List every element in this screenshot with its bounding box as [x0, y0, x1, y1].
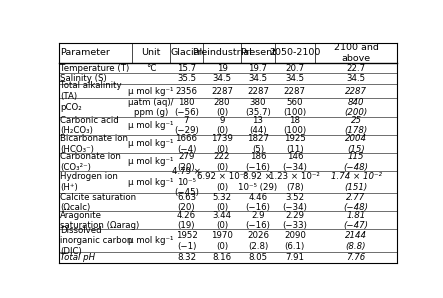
Text: Salinity (S): Salinity (S): [60, 74, 107, 83]
Text: 34.5: 34.5: [285, 74, 304, 83]
Text: Present: Present: [240, 48, 276, 57]
Text: 1.23 × 10⁻²
(78): 1.23 × 10⁻² (78): [269, 172, 320, 192]
Text: μ mol kg⁻¹: μ mol kg⁻¹: [128, 121, 174, 130]
Text: Carbonate ion
(CO₃²⁻): Carbonate ion (CO₃²⁻): [60, 152, 121, 172]
Text: 5.32
(0): 5.32 (0): [212, 193, 232, 212]
Text: Carbonic acid
(H₂CO₃): Carbonic acid (H₂CO₃): [60, 116, 119, 135]
Text: 4.46
(−16): 4.46 (−16): [245, 193, 270, 212]
Text: 22.7: 22.7: [346, 64, 365, 73]
Text: 18
(100): 18 (100): [283, 116, 307, 135]
Text: 7.76: 7.76: [346, 253, 365, 262]
Text: 8.16: 8.16: [212, 253, 232, 262]
Text: μatm (aq)/
ppm (g): μatm (aq)/ ppm (g): [128, 98, 174, 117]
Text: Unit: Unit: [141, 48, 161, 57]
Text: pCO₂: pCO₂: [60, 103, 82, 112]
Text: 6.63
(20): 6.63 (20): [177, 193, 196, 212]
Text: 15.7: 15.7: [177, 64, 196, 73]
Text: 222
(0): 222 (0): [214, 152, 230, 172]
Text: 9
(0): 9 (0): [216, 116, 228, 135]
Text: 2287: 2287: [284, 87, 306, 96]
Text: 180
(−56): 180 (−56): [174, 98, 199, 117]
Text: 1970
(0): 1970 (0): [211, 231, 233, 251]
Text: Parameter: Parameter: [60, 48, 110, 57]
Text: 1666
(−4): 1666 (−4): [175, 134, 198, 153]
Text: 20.7: 20.7: [285, 64, 304, 73]
Text: 34.5: 34.5: [212, 74, 232, 83]
Text: 380
(35.7): 380 (35.7): [245, 98, 271, 117]
Text: μ mol kg⁻¹: μ mol kg⁻¹: [128, 178, 174, 187]
Text: 13
(44): 13 (44): [249, 116, 267, 135]
Text: 7
(−29): 7 (−29): [174, 116, 199, 135]
Text: 19.7: 19.7: [249, 64, 268, 73]
Text: 1827
(5): 1827 (5): [247, 134, 269, 153]
Text: 280
(0): 280 (0): [214, 98, 230, 117]
Text: °C: °C: [146, 64, 156, 73]
Text: 8.05: 8.05: [249, 253, 268, 262]
Text: 2050-2100: 2050-2100: [269, 48, 321, 57]
Text: 19: 19: [217, 64, 227, 73]
Text: 2.77
(−48): 2.77 (−48): [344, 193, 369, 212]
Text: 2004
(15): 2004 (15): [345, 134, 367, 153]
Text: Aragonite
saturation (Ωarag): Aragonite saturation (Ωarag): [60, 211, 140, 230]
Text: Dissolved
inorganic carbon
(DIC): Dissolved inorganic carbon (DIC): [60, 226, 132, 256]
Text: 186
(−16): 186 (−16): [245, 152, 270, 172]
Text: 35.5: 35.5: [177, 74, 196, 83]
Text: Total pH: Total pH: [60, 253, 95, 262]
Text: 840
(200): 840 (200): [345, 98, 368, 117]
Text: 2.9
(−16): 2.9 (−16): [245, 211, 270, 230]
Text: 4.79 ×
10⁻⁵
(−45): 4.79 × 10⁻⁵ (−45): [172, 167, 201, 197]
Text: 2287: 2287: [247, 87, 269, 96]
Text: 2100 and
above: 2100 and above: [334, 43, 378, 63]
Text: Preindustrial: Preindustrial: [192, 48, 252, 57]
Text: 1.74 × 10⁻²
(151): 1.74 × 10⁻² (151): [330, 172, 381, 192]
Text: 146
(−34): 146 (−34): [283, 152, 307, 172]
Text: Total alkalinity
(TA): Total alkalinity (TA): [60, 81, 122, 101]
Text: 1739
(0): 1739 (0): [211, 134, 233, 153]
Text: 115
(−48): 115 (−48): [344, 152, 369, 172]
Text: Hydrogen ion
(H⁺): Hydrogen ion (H⁺): [60, 172, 118, 192]
Text: 2144
(8.8): 2144 (8.8): [345, 231, 367, 251]
Text: Temperature (T): Temperature (T): [60, 64, 129, 73]
Text: 2287: 2287: [211, 87, 233, 96]
Text: 3.52
(−34): 3.52 (−34): [283, 193, 307, 212]
Text: 25
(178): 25 (178): [345, 116, 368, 135]
Text: 2026
(2.8): 2026 (2.8): [247, 231, 269, 251]
Text: 3.44
(0): 3.44 (0): [212, 211, 232, 230]
Text: μ mol kg⁻¹: μ mol kg⁻¹: [128, 236, 174, 245]
Text: 2356: 2356: [175, 87, 198, 96]
Text: 8.92 ×
10⁻⁵ (29): 8.92 × 10⁻⁵ (29): [238, 172, 278, 192]
Text: 1952
(−1): 1952 (−1): [175, 231, 198, 251]
Text: 560
(100): 560 (100): [283, 98, 307, 117]
Text: 6.92 × 10⁻⁵
(0): 6.92 × 10⁻⁵ (0): [197, 172, 247, 192]
Text: μ mol kg⁻¹: μ mol kg⁻¹: [128, 157, 174, 166]
Text: 8.32: 8.32: [177, 253, 196, 262]
Text: 2090
(6.1): 2090 (6.1): [284, 231, 306, 251]
Text: Calcite saturation
(Ωcalc): Calcite saturation (Ωcalc): [60, 193, 136, 212]
Text: μ mol kg⁻¹: μ mol kg⁻¹: [128, 139, 174, 148]
Text: μ mol kg⁻¹: μ mol kg⁻¹: [128, 87, 174, 96]
Text: 2.29
(−33): 2.29 (−33): [283, 211, 307, 230]
Text: Glacial: Glacial: [171, 48, 202, 57]
Text: 2287: 2287: [345, 87, 367, 96]
Text: 1.81
(−47): 1.81 (−47): [344, 211, 369, 230]
Text: 7.91: 7.91: [285, 253, 304, 262]
Text: 34.5: 34.5: [346, 74, 365, 83]
Text: 34.5: 34.5: [249, 74, 268, 83]
Text: Bicarbonate ion
(HCO₃⁻): Bicarbonate ion (HCO₃⁻): [60, 134, 128, 153]
Text: 4.26
(19): 4.26 (19): [177, 211, 196, 230]
Text: 1925
(11): 1925 (11): [284, 134, 306, 153]
Text: 279
(20): 279 (20): [178, 152, 195, 172]
